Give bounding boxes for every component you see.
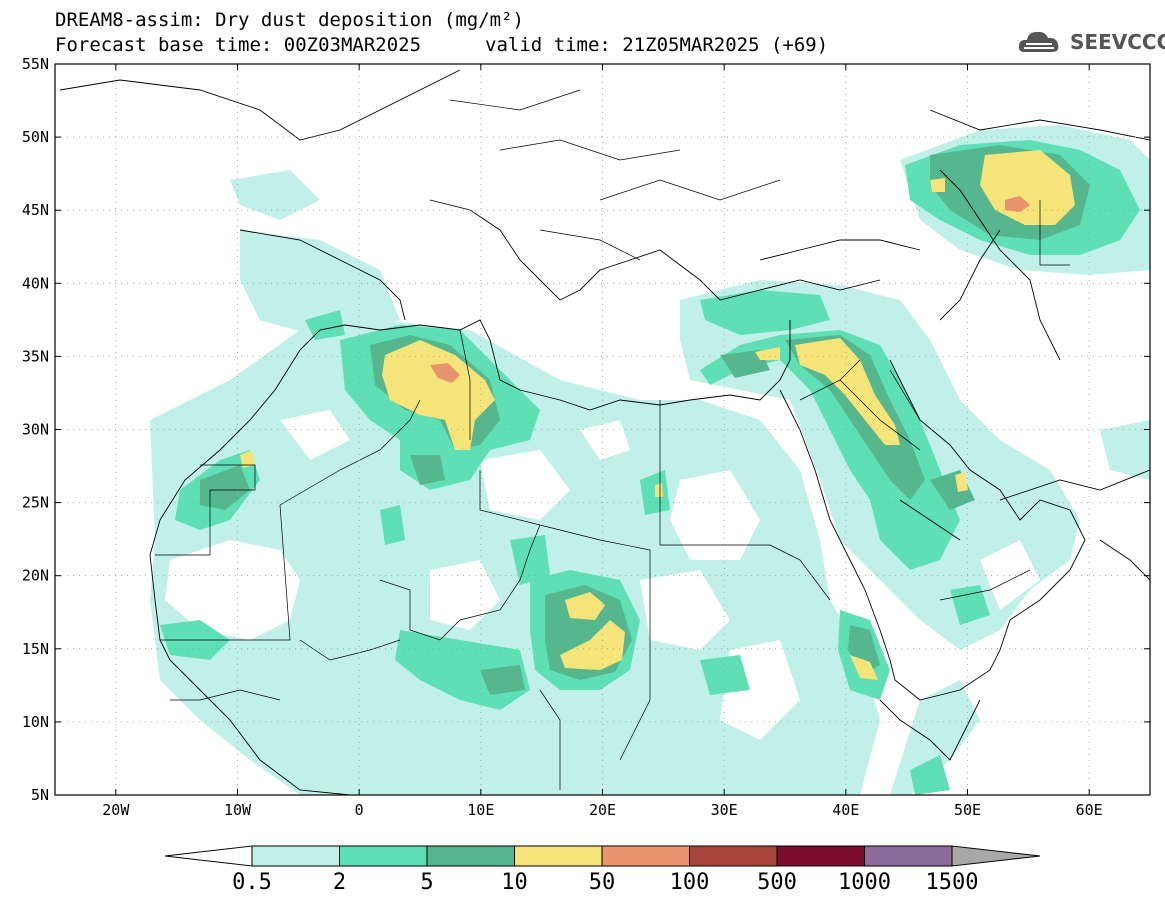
valid-time: valid time: 21Z05MAR2025 (+69) <box>485 34 829 56</box>
lat-label: 35N <box>22 347 49 365</box>
colorbar-label: 1500 <box>925 870 979 895</box>
axis-ticks <box>55 63 1150 796</box>
lat-label: 40N <box>22 274 49 292</box>
colorbar-label: 10 <box>501 870 528 895</box>
lat-label: 30N <box>22 421 49 439</box>
lon-label: 0 <box>355 801 364 819</box>
lat-label: 45N <box>22 201 49 219</box>
lon-label: 50E <box>954 801 981 819</box>
lon-label: 40E <box>832 801 859 819</box>
colorbar-over-triangle <box>951 845 1041 867</box>
map-title: DREAM8-assim: Dry dust deposition (mg/m²… <box>55 9 524 31</box>
lon-label: 60E <box>1076 801 1103 819</box>
lon-label: 10E <box>467 801 494 819</box>
lon-label: 10W <box>224 801 252 819</box>
colorbar-segment <box>864 845 953 867</box>
lat-label: 15N <box>22 640 49 658</box>
cloud-icon <box>1018 31 1059 52</box>
lat-label: 10N <box>22 713 49 731</box>
colorbar-label: 2 <box>332 870 347 895</box>
lat-label: 5N <box>31 786 49 804</box>
longitude-labels: 20W 10W 0 10E 20E 30E 40E 50E 60E <box>102 801 1102 819</box>
colorbar-segment <box>514 845 603 867</box>
borders <box>155 89 1070 790</box>
colorbar-label: 0.5 <box>232 870 272 895</box>
latitude-labels: 55N 50N 45N 40N 35N 30N 25N 20N 15N 10N 5N <box>22 55 49 804</box>
colorbar-segment <box>251 845 340 867</box>
colorbar-label: 1000 <box>838 870 891 895</box>
lat-label: 20N <box>22 567 49 585</box>
colorbar-segment <box>689 845 778 867</box>
colorbar-label: 100 <box>669 870 710 895</box>
lat-label: 25N <box>22 494 49 512</box>
lat-label: 55N <box>22 55 49 73</box>
coastlines <box>59 69 1150 795</box>
colorbar-segment <box>339 845 428 867</box>
colorbar-label: 500 <box>757 870 797 895</box>
dust-deposition-field <box>150 125 1150 795</box>
colorbar-label: 50 <box>588 870 616 895</box>
logo-text: SEEVCCC <box>1070 30 1165 54</box>
colorbar-label: 5 <box>420 870 434 895</box>
colorbar-segment <box>426 845 515 867</box>
colorbar <box>164 845 1041 867</box>
colorbar-segment <box>601 845 690 867</box>
lon-label: 20E <box>589 801 616 819</box>
forecast-base-time: Forecast base time: 00Z03MAR2025 <box>55 34 422 56</box>
colorbar-segment <box>776 845 865 867</box>
colorbar-under-triangle <box>164 845 253 867</box>
graticule <box>55 64 1150 795</box>
lat-label: 50N <box>22 128 49 146</box>
lon-label: 20W <box>102 801 130 819</box>
lon-label: 30E <box>711 801 738 819</box>
